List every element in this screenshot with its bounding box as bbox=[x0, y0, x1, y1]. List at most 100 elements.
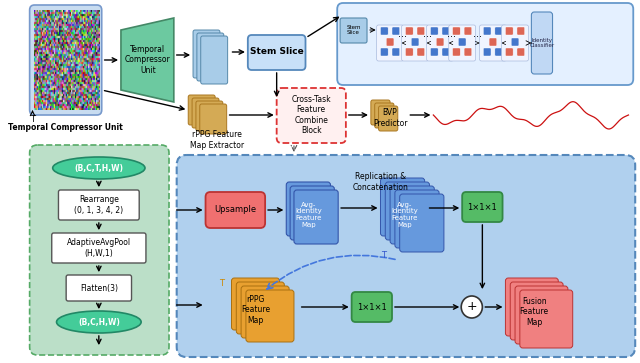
FancyBboxPatch shape bbox=[417, 48, 425, 56]
Text: 1×1×1: 1×1×1 bbox=[467, 203, 497, 212]
FancyBboxPatch shape bbox=[442, 27, 450, 35]
FancyBboxPatch shape bbox=[241, 286, 289, 338]
FancyBboxPatch shape bbox=[205, 192, 265, 228]
Text: (B,C,H,W): (B,C,H,W) bbox=[78, 318, 120, 326]
FancyBboxPatch shape bbox=[402, 25, 429, 61]
Text: Stem Slice: Stem Slice bbox=[250, 48, 303, 57]
Text: ...: ... bbox=[423, 29, 432, 39]
Text: T: T bbox=[220, 278, 225, 287]
Polygon shape bbox=[121, 18, 174, 102]
FancyBboxPatch shape bbox=[197, 33, 224, 81]
Text: ...: ... bbox=[398, 29, 407, 39]
FancyBboxPatch shape bbox=[511, 38, 519, 46]
FancyBboxPatch shape bbox=[392, 48, 400, 56]
FancyBboxPatch shape bbox=[506, 278, 558, 336]
FancyBboxPatch shape bbox=[483, 48, 491, 56]
FancyBboxPatch shape bbox=[193, 30, 220, 78]
FancyBboxPatch shape bbox=[246, 290, 294, 342]
FancyBboxPatch shape bbox=[337, 3, 633, 85]
FancyBboxPatch shape bbox=[188, 95, 215, 125]
Text: Avg-
Identity
Feature
Map: Avg- Identity Feature Map bbox=[295, 201, 322, 228]
FancyBboxPatch shape bbox=[431, 48, 438, 56]
Ellipse shape bbox=[52, 157, 145, 179]
FancyBboxPatch shape bbox=[406, 48, 413, 56]
FancyBboxPatch shape bbox=[351, 292, 392, 322]
Text: Fusion
Feature
Map: Fusion Feature Map bbox=[520, 297, 549, 327]
Text: +: + bbox=[467, 301, 477, 314]
FancyBboxPatch shape bbox=[449, 25, 476, 61]
FancyBboxPatch shape bbox=[464, 48, 472, 56]
FancyBboxPatch shape bbox=[520, 290, 573, 348]
Text: Identity
Classifier: Identity Classifier bbox=[529, 38, 554, 48]
FancyBboxPatch shape bbox=[406, 27, 413, 35]
FancyBboxPatch shape bbox=[464, 27, 472, 35]
FancyBboxPatch shape bbox=[378, 106, 398, 131]
FancyBboxPatch shape bbox=[531, 12, 552, 74]
FancyBboxPatch shape bbox=[452, 27, 460, 35]
FancyBboxPatch shape bbox=[442, 48, 450, 56]
FancyBboxPatch shape bbox=[380, 48, 388, 56]
FancyBboxPatch shape bbox=[294, 190, 338, 244]
FancyBboxPatch shape bbox=[483, 27, 491, 35]
FancyBboxPatch shape bbox=[400, 194, 444, 252]
FancyBboxPatch shape bbox=[200, 104, 227, 134]
FancyBboxPatch shape bbox=[502, 25, 529, 61]
FancyBboxPatch shape bbox=[427, 25, 454, 61]
Text: Rearrange
(0, 1, 3, 4, 2): Rearrange (0, 1, 3, 4, 2) bbox=[74, 195, 124, 215]
FancyBboxPatch shape bbox=[58, 190, 140, 220]
Text: BVP
Predictor: BVP Predictor bbox=[373, 108, 407, 128]
FancyBboxPatch shape bbox=[232, 278, 280, 330]
FancyBboxPatch shape bbox=[371, 100, 390, 125]
FancyBboxPatch shape bbox=[286, 182, 330, 236]
Text: rPPG
Feature
Map: rPPG Feature Map bbox=[241, 295, 270, 325]
FancyBboxPatch shape bbox=[489, 38, 497, 46]
FancyBboxPatch shape bbox=[380, 27, 388, 35]
Ellipse shape bbox=[56, 311, 141, 333]
Text: Flatten(3): Flatten(3) bbox=[80, 284, 118, 293]
FancyBboxPatch shape bbox=[276, 88, 346, 143]
FancyBboxPatch shape bbox=[374, 103, 394, 128]
FancyBboxPatch shape bbox=[395, 190, 439, 248]
FancyBboxPatch shape bbox=[506, 27, 513, 35]
Text: T: T bbox=[30, 115, 35, 125]
FancyBboxPatch shape bbox=[66, 275, 131, 301]
FancyBboxPatch shape bbox=[29, 145, 169, 355]
FancyBboxPatch shape bbox=[392, 27, 400, 35]
FancyBboxPatch shape bbox=[385, 182, 429, 240]
FancyBboxPatch shape bbox=[510, 282, 563, 340]
FancyBboxPatch shape bbox=[376, 25, 404, 61]
FancyBboxPatch shape bbox=[236, 282, 284, 334]
Text: (B,C,T,H,W): (B,C,T,H,W) bbox=[74, 163, 124, 172]
FancyBboxPatch shape bbox=[417, 27, 425, 35]
FancyBboxPatch shape bbox=[52, 233, 146, 263]
FancyBboxPatch shape bbox=[192, 98, 219, 128]
Text: rPPG Feature
Map Extractor: rPPG Feature Map Extractor bbox=[190, 130, 244, 150]
FancyBboxPatch shape bbox=[340, 18, 367, 43]
FancyBboxPatch shape bbox=[495, 27, 502, 35]
Circle shape bbox=[461, 296, 483, 318]
Text: Replication &
Concatenation: Replication & Concatenation bbox=[353, 172, 408, 192]
FancyBboxPatch shape bbox=[390, 186, 435, 244]
FancyBboxPatch shape bbox=[177, 155, 635, 357]
Text: Temporal Compressor Unit: Temporal Compressor Unit bbox=[8, 123, 123, 132]
FancyBboxPatch shape bbox=[436, 38, 444, 46]
FancyBboxPatch shape bbox=[431, 27, 438, 35]
FancyBboxPatch shape bbox=[517, 48, 525, 56]
FancyBboxPatch shape bbox=[412, 38, 419, 46]
Text: Temporal
Compressor
Unit: Temporal Compressor Unit bbox=[125, 45, 171, 75]
Text: T: T bbox=[381, 250, 386, 260]
Text: AdaptiveAvgPool
(H,W,1): AdaptiveAvgPool (H,W,1) bbox=[67, 238, 131, 258]
FancyBboxPatch shape bbox=[495, 48, 502, 56]
FancyBboxPatch shape bbox=[387, 38, 394, 46]
Text: ...: ... bbox=[447, 29, 456, 39]
FancyBboxPatch shape bbox=[515, 286, 568, 344]
Text: ...: ... bbox=[473, 29, 482, 39]
FancyBboxPatch shape bbox=[29, 5, 102, 115]
Text: 1×1×1: 1×1×1 bbox=[357, 302, 387, 311]
Text: Stem
Slice: Stem Slice bbox=[346, 25, 361, 36]
FancyBboxPatch shape bbox=[517, 27, 525, 35]
FancyBboxPatch shape bbox=[506, 48, 513, 56]
FancyBboxPatch shape bbox=[248, 35, 305, 70]
FancyBboxPatch shape bbox=[458, 38, 466, 46]
FancyBboxPatch shape bbox=[452, 48, 460, 56]
